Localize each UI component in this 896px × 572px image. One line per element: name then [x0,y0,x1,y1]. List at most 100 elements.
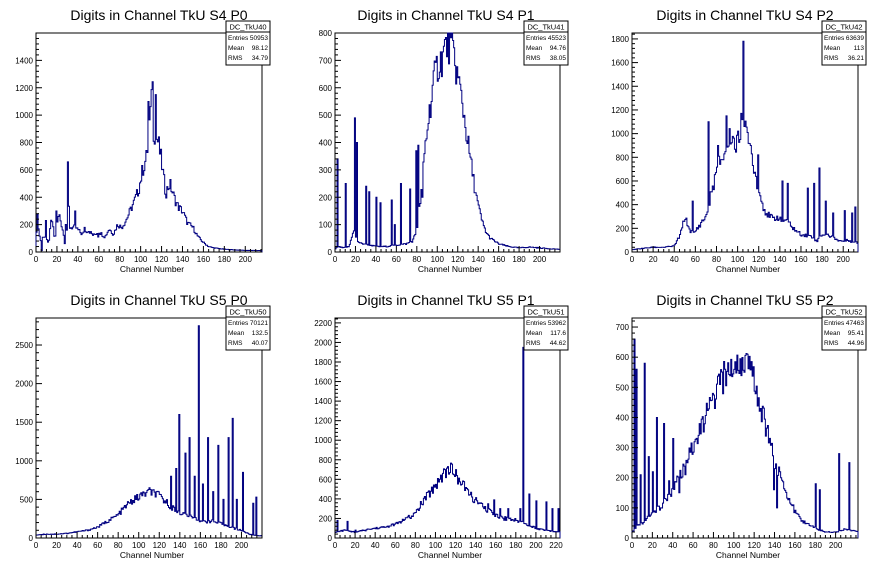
x-tick-label: 0 [34,255,39,264]
x-tick-label: 80 [412,255,421,264]
stats-key: Entries [824,320,845,327]
panel-title: Digits in Channel TkU S5 P0 [70,292,247,308]
y-tick-label: 400 [20,193,34,202]
x-tick-label: 160 [489,541,503,550]
y-tick-label: 600 [616,353,630,362]
histogram-series [35,81,263,252]
x-tick-label: 60 [691,255,700,264]
x-tick-label: 60 [392,255,401,264]
y-tick-label: 500 [20,495,34,504]
y-tick-label: 400 [319,139,333,148]
x-tick-label: 40 [670,255,679,264]
panel-title: Digits in Channel TkU S4 P2 [656,7,833,23]
y-tick-label: 800 [319,29,333,38]
stats-key: Entries [824,35,845,42]
panel-title: Digits in Channel TkU S4 P1 [357,7,534,23]
y-zero-label: 0 [29,534,34,543]
x-tick-label: 80 [411,541,420,550]
x-tick-label: 100 [429,541,443,550]
y-tick-label: 1500 [15,418,33,427]
x-tick-label: 140 [773,255,787,264]
x-tick-label: 160 [197,255,211,264]
x-tick-label: 60 [391,541,400,550]
stats-key: Mean [228,330,245,337]
x-tick-label: 40 [371,255,380,264]
x-tick-label: 40 [668,541,677,550]
y-tick-label: 200 [616,474,630,483]
stats-box: DC_TkU41 Entries 45523 Mean 94.76 RMS 38.05 [523,20,569,66]
stats-box-name: DC_TkU50 [229,308,266,317]
x-tick-label: 160 [788,541,802,550]
plot-frame [631,317,859,539]
x-tick-label: 180 [815,255,829,264]
stats-key: RMS [228,340,243,347]
x-tick-label: 200 [829,541,843,550]
x-tick-label: 40 [73,541,82,550]
histogram-series [631,40,859,252]
x-tick-label: 20 [648,541,657,550]
x-tick-label: 0 [333,255,338,264]
x-tick-label: 60 [93,541,102,550]
y-tick-label: 200 [319,514,333,523]
stats-value: 98.12 [252,45,269,52]
y-tick-label: 1200 [15,84,33,93]
stats-key: Mean [526,45,543,52]
y-tick-label: 1000 [611,130,629,139]
x-tick-label: 120 [451,255,465,264]
x-tick-label: 140 [469,541,483,550]
x-tick-label: 60 [94,255,103,264]
y-tick-label: 300 [616,444,630,453]
x-tick-label: 100 [134,255,148,264]
x-tick-label: 80 [114,541,123,550]
y-tick-label: 1200 [314,417,332,426]
y-tick-label: 100 [616,504,630,513]
stats-value: 47463 [846,320,864,327]
y-tick-label: 300 [319,166,333,175]
x-tick-label: 160 [492,255,506,264]
y-tick-label: 1000 [15,111,33,120]
x-tick-label: 100 [727,541,741,550]
stats-value: 117.6 [550,330,566,337]
x-tick-label: 20 [52,255,61,264]
stats-value: 44.62 [550,340,567,347]
x-tick-label: 100 [431,255,445,264]
stats-value: 113 [854,45,865,52]
y-tick-label: 700 [616,323,630,332]
x-tick-label: 180 [512,255,526,264]
y-tick-label: 400 [319,495,333,504]
y-tick-label: 1000 [15,457,33,466]
y-tick-label: 800 [616,153,630,162]
y-tick-label: 400 [616,201,630,210]
y-tick-label: 600 [616,177,630,186]
histogram-series [631,338,859,538]
stats-box-frame [821,20,867,66]
y-tick-label: 1400 [611,82,629,91]
stats-box: DC_TkU51 Entries 53962 Mean 117.6 RMS 44.62 [523,305,569,351]
x-tick-label: 160 [794,255,808,264]
x-axis-label: Channel Number [120,550,184,560]
stats-value: 63639 [846,35,864,42]
x-tick-label: 180 [509,541,523,550]
y-tick-label: 1400 [314,397,332,406]
panel-title: Digits in Channel TkU S5 P1 [357,292,534,308]
x-tick-label: 20 [649,255,658,264]
x-tick-label: 120 [747,541,761,550]
x-tick-label: 0 [34,541,39,550]
x-tick-label: 0 [630,255,635,264]
x-tick-label: 120 [153,541,167,550]
x-tick-label: 200 [533,255,547,264]
stats-key: RMS [228,55,243,62]
y-tick-label: 100 [319,221,333,230]
histogram-panel-2: Digits in Channel TkU S4 P2 0 20 40 60 80 100 1… [611,7,867,274]
x-axis-label: Channel Number [418,264,482,274]
y-tick-label: 200 [319,193,333,202]
stats-key: Mean [824,330,841,337]
histogram-series [334,346,561,538]
stats-box: DC_TkU42 Entries 63639 Mean 113 RMS 36.21 [821,20,867,66]
stats-box-name: DC_TkU52 [825,308,862,317]
stats-value: 38.05 [550,55,567,62]
stats-key: Mean [526,330,543,337]
stats-value: 70121 [250,320,268,327]
y-zero-label: 0 [328,534,333,543]
stats-value: 132.5 [252,330,269,337]
